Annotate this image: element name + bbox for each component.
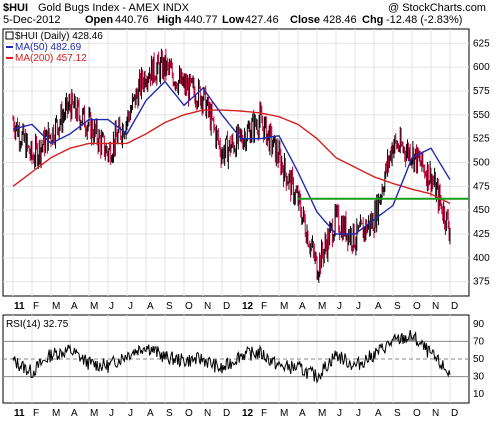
- rsi-x-tick-label: J: [356, 408, 361, 419]
- price-x-tick-label: S: [166, 301, 173, 312]
- price-x-tick-label: 11: [14, 301, 25, 312]
- price-x-tick-label: J: [109, 301, 114, 312]
- price-y-tick-label: 600: [473, 62, 490, 73]
- rsi-x-tick-label: 12: [242, 408, 254, 419]
- open-value: 440.76: [115, 14, 149, 26]
- price-x-tick-label: S: [394, 301, 401, 312]
- ma50-line: [12, 80, 451, 235]
- price-y-tick-label: 575: [473, 86, 490, 97]
- price-x-tick-label: N: [204, 301, 211, 312]
- rsi-x-tick-label: N: [204, 408, 211, 419]
- low-value: 427.46: [245, 14, 279, 26]
- high-label: High: [157, 14, 182, 26]
- symbol-text: $HUI: [3, 2, 28, 14]
- rsi-y-tick-label: 30: [473, 372, 485, 383]
- price-x-tick-label: N: [432, 301, 439, 312]
- price-y-tick-label: 550: [473, 110, 490, 121]
- rsi-x-tick-label: M: [280, 408, 288, 419]
- price-y-tick-label: 375: [473, 277, 490, 288]
- rsi-x-tick-label: N: [432, 408, 439, 419]
- price-x-tick-label: F: [261, 301, 267, 312]
- legend-ma200: MA(200) 457.12: [15, 53, 87, 64]
- rsi-y-tick-label: 90: [473, 319, 485, 330]
- rsi-x-tick-label: M: [90, 408, 98, 419]
- rsi-x-tick-label: O: [413, 408, 421, 419]
- rsi-x-tick-label: J: [337, 408, 342, 419]
- rsi-x-tick-label: A: [71, 408, 78, 419]
- price-x-tick-label: A: [147, 301, 154, 312]
- index-name-text: Gold Bugs Index - AMEX INDX: [38, 2, 190, 14]
- price-y-ticks: 375 400 425 450 475 500 525 550 575 600 625: [473, 38, 490, 287]
- rsi-y-ticks: 10 30 50 70 90: [473, 319, 485, 400]
- price-y-tick-label: 400: [473, 253, 490, 264]
- price-x-tick-label: J: [337, 301, 342, 312]
- price-x-tick-label: J: [128, 301, 133, 312]
- rsi-x-tick-label: O: [185, 408, 193, 419]
- price-x-axis: 11 F M A M J J A S O N D 12 F M A M J J A S O N D: [14, 301, 458, 312]
- rsi-x-tick-label: A: [147, 408, 154, 419]
- rsi-x-tick-label: F: [261, 408, 267, 419]
- price-y-tick-label: 475: [473, 181, 490, 192]
- rsi-y-tick-label: 50: [473, 354, 485, 365]
- price-x-tick-label: D: [451, 301, 458, 312]
- date-text: 5-Dec-2012: [3, 14, 60, 26]
- price-x-tick-label: 12: [242, 301, 254, 312]
- low-label: Low: [222, 14, 244, 26]
- price-x-tick-label: M: [280, 301, 288, 312]
- legend-checkbox: [5, 31, 14, 40]
- close-label: Close: [290, 14, 320, 26]
- legend-hui: $HUI (Daily) 428.46: [15, 31, 103, 42]
- price-x-tick-label: M: [318, 301, 326, 312]
- price-y-tick-label: 450: [473, 205, 490, 216]
- chg-value: -12.48 (-2.83%): [386, 14, 462, 26]
- price-y-tick-label: 500: [473, 158, 490, 169]
- price-x-tick-label: J: [356, 301, 361, 312]
- price-lines: [12, 80, 469, 235]
- close-value: 428.46: [323, 14, 357, 26]
- rsi-series-line: [12, 330, 451, 384]
- ma200-line: [12, 109, 451, 205]
- price-x-tick-label: A: [71, 301, 78, 312]
- rsi-x-tick-label: F: [33, 408, 39, 419]
- price-x-tick-label: A: [299, 301, 306, 312]
- rsi-line: [12, 330, 451, 384]
- rsi-x-tick-label: D: [223, 408, 230, 419]
- rsi-x-tick-label: M: [318, 408, 326, 419]
- rsi-y-tick-label: 70: [473, 336, 485, 347]
- price-x-tick-label: O: [185, 301, 193, 312]
- rsi-y-tick-label: 10: [473, 389, 485, 400]
- price-x-tick-label: M: [90, 301, 98, 312]
- rsi-x-tick-label: J: [128, 408, 133, 419]
- rsi-x-tick-label: D: [451, 408, 458, 419]
- price-y-tick-label: 625: [473, 38, 490, 49]
- price-y-tick-label: 425: [473, 229, 490, 240]
- rsi-x-tick-label: A: [299, 408, 306, 419]
- price-x-tick-label: F: [33, 301, 39, 312]
- rsi-x-tick-label: S: [394, 408, 401, 419]
- rsi-x-tick-label: J: [109, 408, 114, 419]
- open-label: Open: [85, 14, 113, 26]
- price-x-tick-label: A: [375, 301, 382, 312]
- rsi-x-tick-label: 11: [14, 408, 25, 419]
- legend-ma50: MA(50) 482.69: [15, 42, 82, 53]
- rsi-x-tick-label: A: [375, 408, 382, 419]
- price-y-tick-label: 525: [473, 134, 490, 145]
- price-x-tick-label: M: [52, 301, 60, 312]
- price-x-tick-label: D: [223, 301, 230, 312]
- rsi-x-tick-label: M: [52, 408, 60, 419]
- chg-label: Chg: [362, 14, 383, 26]
- rsi-x-tick-label: S: [166, 408, 173, 419]
- price-x-tick-label: O: [413, 301, 421, 312]
- rsi-legend: RSI(14) 32.75: [6, 319, 69, 330]
- watermark-text: @ StockCharts.com: [388, 2, 486, 14]
- high-value: 440.77: [184, 14, 218, 26]
- rsi-x-axis: 11 F M A M J J A S O N D 12 F M A M J J A S O N D: [14, 408, 458, 419]
